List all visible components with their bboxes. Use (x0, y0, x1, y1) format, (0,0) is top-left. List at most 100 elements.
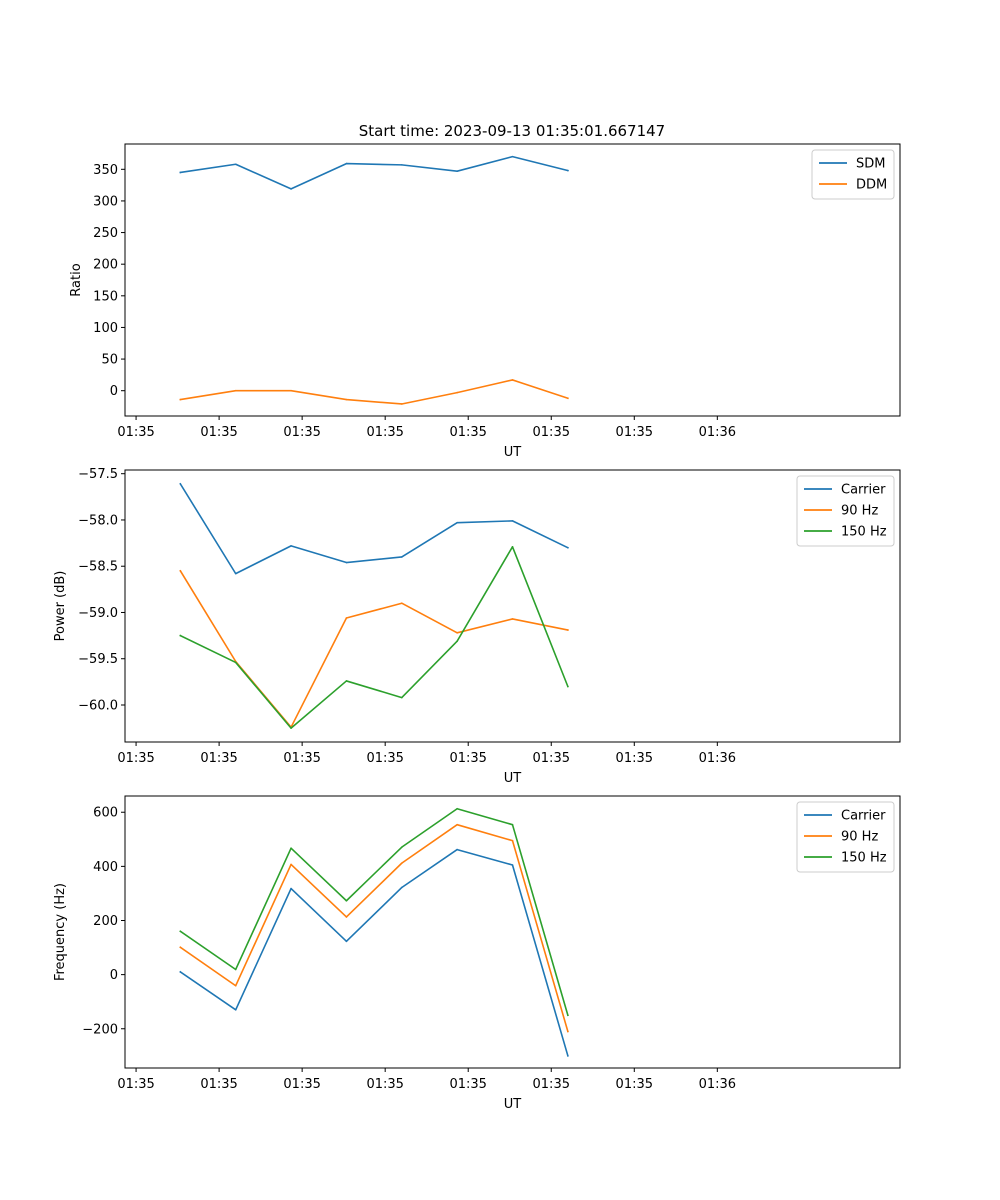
x-tick-label: 01:35 (366, 425, 403, 440)
series-line-carrier (179, 848, 569, 1057)
y-tick-label: 350 (93, 163, 118, 178)
data-point (456, 640, 458, 642)
data-point (456, 521, 458, 524)
data-point (400, 846, 403, 848)
chart-panel-3: −200 0 200 400 600 01:35 01:35 01:35 01:35 01:35 0… (53, 795, 901, 1112)
y-axis-label: Power (dB) (53, 571, 68, 642)
data-point (511, 520, 514, 522)
plot-frame (124, 143, 901, 417)
x-tick-label: 01:35 (616, 751, 653, 766)
y-tick-label: 0 (110, 384, 118, 399)
legend-label: Carrier (841, 809, 886, 824)
plot-frame (124, 469, 901, 743)
data-point (234, 1009, 237, 1011)
x-tick-label: 01:35 (533, 751, 570, 766)
y-tick-label: −58.5 (78, 560, 118, 575)
data-point (400, 164, 403, 166)
data-point (234, 572, 237, 575)
x-tick-label: 01:35 (117, 751, 154, 766)
data-point (345, 899, 348, 902)
data-point (400, 556, 403, 558)
x-tick-label: 01:35 (283, 1077, 320, 1092)
y-tick-label: 50 (101, 353, 118, 368)
data-point (290, 887, 292, 890)
data-point (234, 984, 237, 987)
x-tick-label: 01:35 (283, 751, 320, 766)
legend-frame (796, 801, 895, 873)
x-tick-label: 01:36 (699, 751, 736, 766)
series-line-sdm (179, 155, 569, 190)
x-tick-label: 01:35 (533, 425, 570, 440)
series-line-carrier (179, 482, 569, 575)
legend-label: 150 Hz (841, 851, 887, 866)
y-tick-label: −200 (82, 1022, 118, 1037)
y-axis-label: Ratio (69, 263, 84, 296)
data-point (234, 661, 237, 664)
series-line-150-hz (179, 807, 569, 1017)
data-point (290, 847, 292, 850)
x-tick-label: 01:35 (117, 425, 154, 440)
y-tick-label: −60.0 (78, 698, 118, 713)
data-point (456, 807, 458, 810)
y-tick-label: 100 (93, 321, 118, 336)
y-tick-label: 200 (93, 258, 118, 273)
data-point (345, 916, 348, 918)
data-point (511, 545, 514, 548)
data-point (179, 483, 182, 485)
y-tick-label: 150 (93, 289, 118, 304)
data-point (456, 848, 458, 851)
legend-label: 90 Hz (841, 504, 878, 519)
data-point (567, 1055, 569, 1057)
data-point (511, 618, 514, 620)
data-point (400, 862, 403, 864)
x-tick-label: 01:35 (200, 751, 237, 766)
data-point (345, 617, 348, 619)
data-point (456, 391, 458, 394)
y-tick-label: 300 (93, 194, 118, 209)
chart-panel-2: −60.0 −59.5 −59.0 −58.5 −58.0 −57.5 01:35 01:35… (53, 467, 901, 786)
y-tick-label: 200 (93, 914, 118, 929)
data-point (179, 570, 182, 572)
legend: Carrier 90 Hz 150 Hz (796, 475, 895, 547)
data-point (290, 389, 292, 392)
x-tick-label: 01:35 (616, 425, 653, 440)
y-axis-label: Frequency (Hz) (53, 883, 68, 981)
legend-frame (796, 475, 895, 547)
x-axis-label: UT (504, 445, 522, 460)
data-point (456, 823, 458, 826)
data-point (179, 398, 182, 401)
data-point (345, 162, 348, 165)
data-point (511, 379, 514, 381)
data-point (567, 546, 569, 549)
data-point (234, 163, 237, 166)
data-point (179, 930, 182, 933)
data-point (179, 946, 182, 949)
x-tick-label: 01:35 (449, 425, 486, 440)
legend-label: 150 Hz (841, 525, 887, 540)
x-tick-label: 01:36 (699, 425, 736, 440)
data-point (567, 685, 569, 688)
y-tick-label: −59.5 (78, 652, 118, 667)
x-tick-label: 01:35 (449, 1077, 486, 1092)
series-line-90-hz (179, 823, 569, 1033)
x-tick-label: 01:36 (699, 1077, 736, 1092)
chart-panel-1: 0 50 100 150 200 250 300 350 01:35 01:35 01:35 01:3… (69, 143, 901, 460)
data-point (567, 1014, 569, 1017)
data-point (511, 155, 514, 158)
legend-label: Carrier (841, 483, 886, 498)
legend-label: DDM (856, 178, 887, 193)
data-point (290, 188, 292, 190)
data-point (290, 545, 292, 547)
data-point (179, 634, 182, 637)
data-point (345, 561, 348, 564)
data-point (400, 403, 403, 405)
data-point (179, 971, 182, 973)
y-tick-label: −59.0 (78, 606, 118, 621)
x-axis-label: UT (504, 771, 522, 786)
data-point (567, 629, 569, 631)
data-point (567, 397, 569, 400)
plot-frame (124, 795, 901, 1069)
y-tick-label: 250 (93, 226, 118, 241)
data-point (567, 169, 569, 172)
data-point (345, 398, 348, 401)
